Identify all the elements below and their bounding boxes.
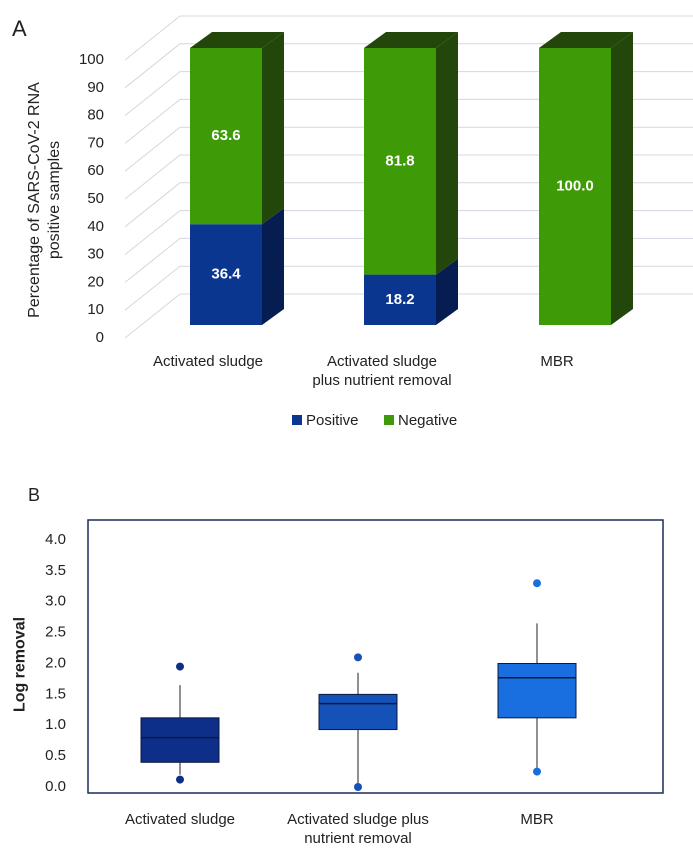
grid-line [124, 98, 693, 144]
bar [364, 48, 436, 275]
grid-line [124, 182, 693, 228]
y-tick-label: 30 [87, 246, 104, 263]
bar-top [190, 32, 284, 48]
x-tick-label: Activated sludge plus nutrient removal [312, 353, 452, 389]
bar-side [436, 258, 458, 325]
x-tick-label: Activated sludge [124, 811, 236, 828]
box [318, 693, 398, 731]
grid-line [124, 265, 693, 311]
bar-side [436, 32, 458, 275]
outlier [354, 653, 362, 662]
data-label: 100.0 [556, 177, 594, 194]
bar [190, 48, 262, 225]
outlier [354, 783, 362, 791]
bar-side [262, 208, 284, 325]
box [140, 717, 220, 763]
y-tick-label: 60 [87, 162, 104, 179]
grid-line [124, 71, 693, 116]
bar [190, 224, 262, 325]
y-tick-label: 100 [79, 51, 104, 68]
y-tick-label: 0.5 [45, 747, 66, 764]
y-tick-label: 4.0 [45, 531, 66, 548]
bar [364, 274, 436, 325]
grid-line [124, 126, 693, 172]
outlier [176, 775, 184, 784]
legend-label: Positive [306, 412, 359, 429]
bar-side [262, 32, 284, 225]
box [497, 663, 577, 719]
grid-line [124, 293, 693, 339]
legend-label: Negative [398, 412, 457, 429]
outlier [176, 662, 184, 671]
x-tick-label: Activated sludge [152, 353, 264, 370]
x-tick-label: MBR [520, 811, 554, 828]
panel-label: A [12, 16, 27, 41]
grid-line [124, 237, 693, 283]
grid-line [124, 154, 693, 200]
y-tick-label: 3.0 [45, 593, 66, 610]
bar [539, 48, 611, 325]
legend-swatch [384, 415, 394, 425]
y-tick-label: 80 [87, 107, 104, 124]
grid-line [124, 210, 693, 255]
y-tick-label: 20 [87, 273, 104, 290]
grid-line [124, 15, 693, 61]
data-label: 81.8 [385, 152, 414, 169]
legend-swatch [292, 415, 302, 425]
y-tick-label: 3.5 [45, 562, 66, 579]
y-tick-label: 1.0 [45, 716, 66, 733]
y-tick-label: 2.0 [45, 654, 66, 671]
x-tick-label: MBR [540, 353, 574, 370]
y-tick-label: 2.5 [45, 624, 66, 641]
data-label: 63.6 [211, 127, 240, 144]
y-tick-label: 70 [87, 134, 104, 151]
y-tick-label: 90 [87, 79, 104, 96]
y-tick-label: 50 [87, 190, 104, 207]
panel-label: B [28, 485, 40, 505]
y-tick-label: 0.0 [45, 778, 66, 795]
bar-side [611, 32, 633, 325]
x-tick-label: Activated sludge plus nutrient removal [287, 811, 429, 847]
data-label: 18.2 [385, 291, 414, 308]
bar-top [364, 32, 458, 48]
y-tick-label: 0 [96, 329, 104, 346]
outlier [533, 579, 541, 588]
y-axis-label: Percentage of SARS-CoV-2 RNA positive sa… [26, 82, 63, 318]
y-tick-label: 10 [87, 301, 104, 318]
y-tick-label: 1.5 [45, 685, 66, 702]
y-axis-label: Log removal [11, 616, 29, 713]
data-label: 36.4 [211, 266, 241, 283]
plot-frame [87, 519, 664, 794]
outlier [533, 767, 541, 776]
bar-top [539, 32, 633, 48]
grid-line [124, 43, 693, 89]
y-tick-label: 40 [87, 218, 104, 235]
